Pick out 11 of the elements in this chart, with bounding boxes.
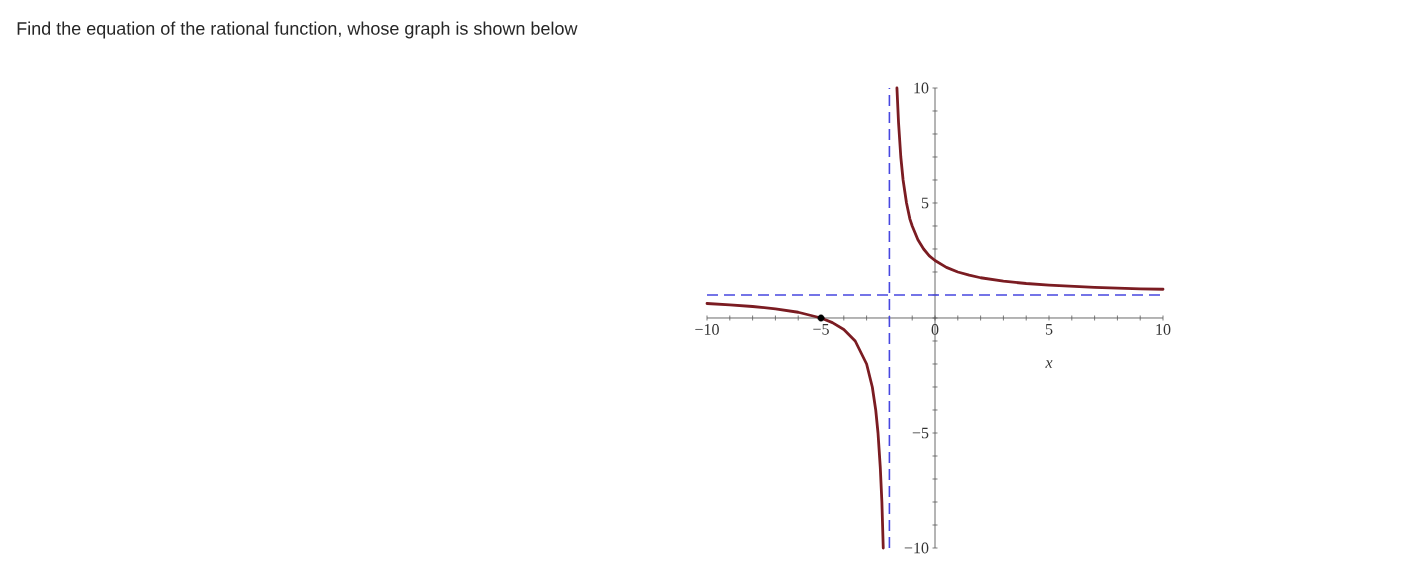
- x-axis-title: x: [1045, 360, 1053, 368]
- y-tick-label: −10: [904, 542, 929, 554]
- x-tick-label: −10: [695, 324, 719, 335]
- y-tick-label: −5: [912, 427, 929, 439]
- y-tick-label: 10: [914, 82, 929, 94]
- x-tick-label: 0: [931, 324, 939, 335]
- y-tick-label: 5: [921, 197, 929, 209]
- text: Find the equation of the rational function, whose graph is shown below: [17, 21, 578, 39]
- x-tick-label: 10: [1156, 324, 1171, 335]
- x-tick-label: 5: [1045, 324, 1053, 335]
- x-tick-label: −5: [813, 324, 829, 335]
